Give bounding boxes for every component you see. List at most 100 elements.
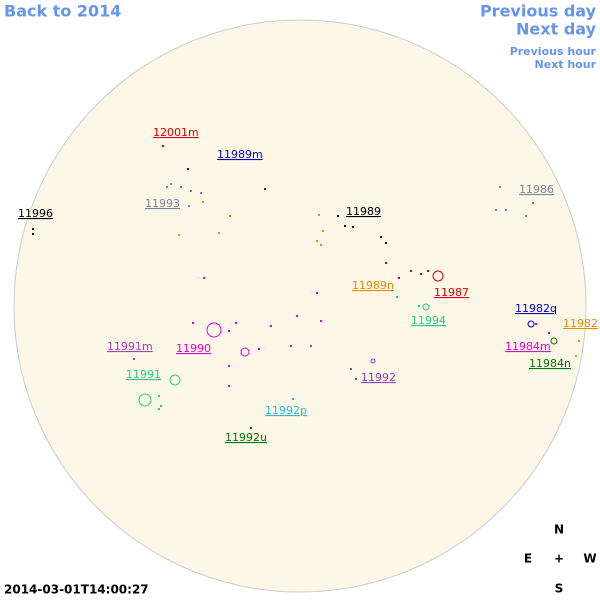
sunspot [270, 325, 272, 327]
sunspot [264, 188, 266, 190]
next-hour-link[interactable]: Next hour [535, 58, 597, 71]
sunspot [160, 405, 162, 407]
sunspot-group [206, 322, 222, 338]
region-label[interactable]: 11990 [176, 342, 211, 355]
sunspot [396, 296, 398, 298]
sunspot [290, 345, 292, 347]
sunspot [320, 244, 322, 246]
sunspot [535, 323, 537, 325]
region-label[interactable]: 11987 [434, 286, 469, 299]
region-labels: 12001m 11989m 11993 11996 11989 11986 11989n 11… [18, 126, 598, 444]
region-label[interactable]: 11991 [126, 368, 161, 381]
sunspot [178, 234, 180, 236]
sunspot [228, 365, 230, 367]
previous-hour-link[interactable]: Previous hour [510, 45, 597, 58]
sunspot [202, 201, 204, 203]
region-label[interactable]: 11992 [361, 371, 396, 384]
compass-center: + [554, 552, 564, 566]
sunspot [318, 214, 320, 216]
solar-disk [13, 19, 587, 593]
sunspot [166, 186, 168, 188]
sunspot [499, 186, 501, 188]
region-label[interactable]: 11994 [411, 314, 446, 327]
back-year-link[interactable]: Back to 2014 [4, 2, 121, 21]
sunspot [316, 240, 318, 242]
sunspot [380, 236, 382, 238]
next-day-link[interactable]: Next day [516, 20, 597, 39]
sunspot [170, 183, 172, 185]
sunspot [420, 273, 422, 275]
sunspot [192, 322, 194, 324]
sunspot [180, 186, 182, 188]
sunspot-group [550, 337, 558, 345]
region-label[interactable]: 11992p [265, 404, 307, 417]
region-label[interactable]: 11984n [529, 357, 571, 370]
sunspot [322, 230, 324, 232]
sunspots [32, 145, 580, 429]
sunspot-group [527, 320, 535, 328]
sunspot [418, 305, 420, 307]
region-label[interactable]: 11986 [519, 183, 554, 196]
sunspot [187, 168, 189, 170]
sunspot [320, 320, 322, 322]
sunspot [350, 368, 352, 370]
sunspot [548, 332, 550, 334]
sunspot [495, 209, 497, 211]
sunspot [352, 226, 354, 228]
sunspot [575, 355, 577, 357]
sunspot-group [138, 393, 152, 407]
sunspot [190, 190, 192, 192]
compass-north: N [554, 523, 564, 537]
sunspot-group [169, 374, 181, 386]
sunspot [525, 215, 527, 217]
sunspot [228, 385, 230, 387]
sunspot [398, 277, 400, 279]
sunspot [296, 315, 298, 317]
region-label[interactable]: 11982 [563, 317, 598, 330]
compass-east: E [524, 552, 532, 566]
sunspot [228, 330, 230, 332]
sunspot [355, 378, 357, 380]
sunspot [203, 277, 205, 279]
sunspot [385, 242, 387, 244]
sunspot-group [432, 270, 444, 282]
sunspot [162, 145, 164, 147]
sunspot [310, 345, 312, 347]
previous-day-link[interactable]: Previous day [480, 2, 597, 21]
sunspot [133, 358, 135, 360]
region-label[interactable]: 11996 [18, 207, 53, 220]
region-label[interactable]: 11989n [352, 279, 394, 292]
sunspot [385, 262, 387, 264]
region-label[interactable]: 11992u [225, 431, 267, 444]
sunspot [188, 205, 190, 207]
timestamp: 2014-03-01T14:00:27 [4, 583, 149, 597]
sunspot [258, 348, 260, 350]
sunspot [229, 215, 231, 217]
sunspot [532, 202, 534, 204]
sunspot [235, 322, 237, 324]
region-label[interactable]: 11991m [107, 340, 153, 353]
sunspot [32, 228, 34, 230]
sunspot-group [240, 347, 250, 357]
sunspot [32, 233, 34, 235]
region-label[interactable]: 11984m [505, 340, 551, 353]
sunspot [316, 292, 318, 294]
sunspot [218, 232, 220, 234]
region-label[interactable]: 11982q [515, 302, 557, 315]
sunspot [158, 395, 160, 397]
region-label[interactable]: 11989m [217, 148, 263, 161]
sunspot [427, 270, 429, 272]
compass-west: W [583, 552, 596, 566]
sunspot [292, 398, 294, 400]
region-label[interactable]: 11989 [346, 205, 381, 218]
sunspot [337, 215, 339, 217]
sunspot [344, 225, 346, 227]
sunspot [410, 270, 412, 272]
region-label[interactable]: 12001m [153, 126, 199, 139]
sunspot-group [422, 303, 430, 311]
sunspot [200, 192, 202, 194]
sunspot [505, 209, 507, 211]
sunspot [250, 427, 252, 429]
region-label[interactable]: 11993 [145, 197, 180, 210]
